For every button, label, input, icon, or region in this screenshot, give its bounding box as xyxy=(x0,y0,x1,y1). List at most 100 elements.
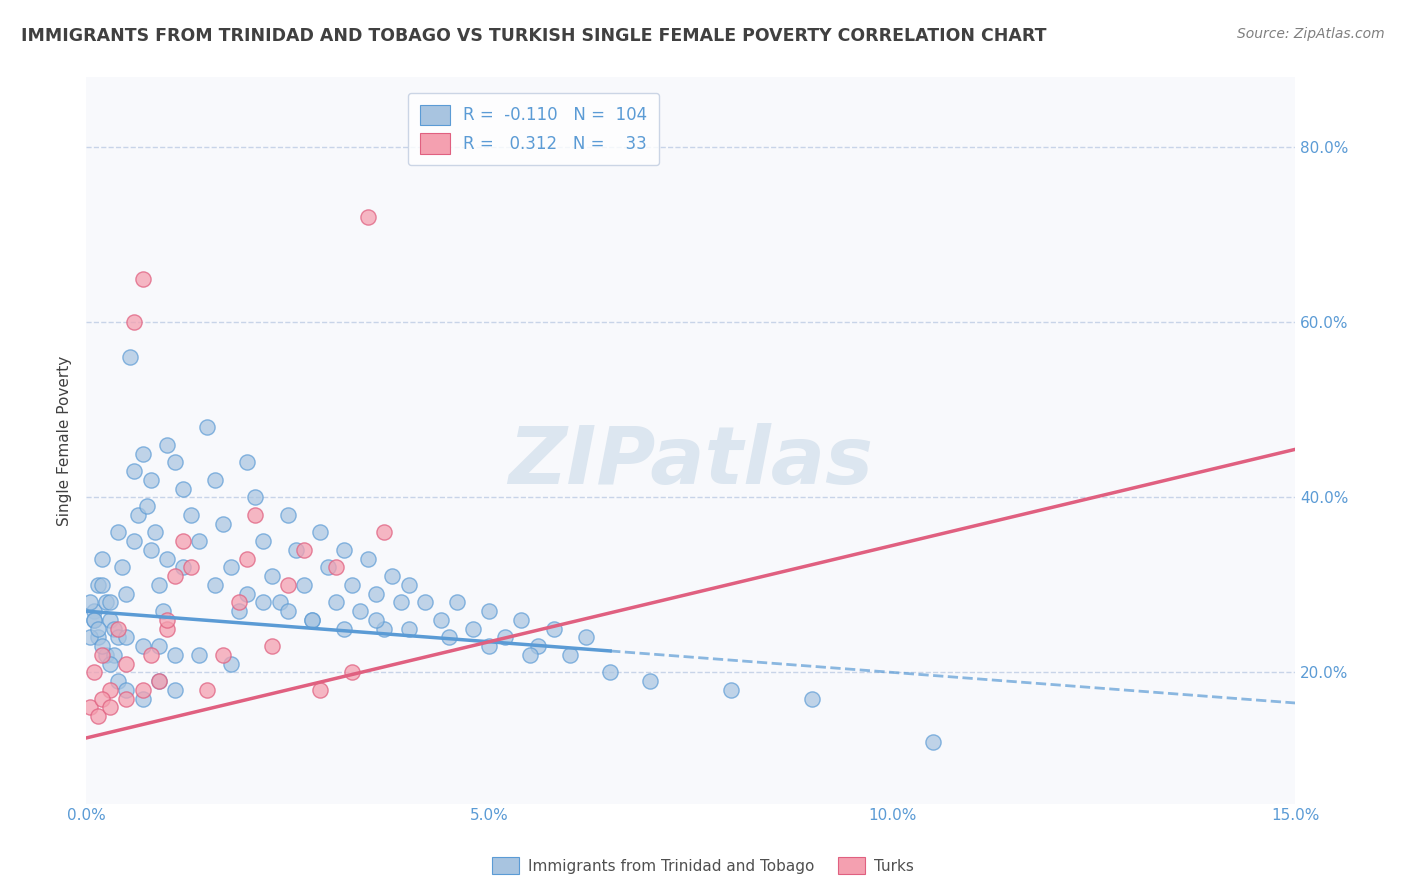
Point xyxy=(478,639,501,653)
Point xyxy=(204,473,226,487)
Point xyxy=(107,622,129,636)
Point xyxy=(124,534,146,549)
Point xyxy=(172,560,194,574)
Point xyxy=(98,613,121,627)
Point xyxy=(148,674,170,689)
Point xyxy=(219,560,242,574)
Point xyxy=(461,622,484,636)
Point xyxy=(180,560,202,574)
Point xyxy=(156,613,179,627)
Point xyxy=(96,595,118,609)
Point xyxy=(172,482,194,496)
Point xyxy=(127,508,149,522)
Point xyxy=(398,578,420,592)
Point xyxy=(87,709,110,723)
Point xyxy=(301,613,323,627)
Point xyxy=(252,595,274,609)
Point xyxy=(236,551,259,566)
Point xyxy=(558,648,581,662)
Point xyxy=(437,631,460,645)
Point xyxy=(292,542,315,557)
Point xyxy=(219,657,242,671)
Point xyxy=(79,700,101,714)
Point xyxy=(349,604,371,618)
Point xyxy=(98,657,121,671)
Point xyxy=(333,622,356,636)
Point xyxy=(91,648,114,662)
Point xyxy=(103,648,125,662)
Point xyxy=(156,438,179,452)
Point xyxy=(115,631,138,645)
Point xyxy=(91,691,114,706)
Point xyxy=(91,551,114,566)
Point xyxy=(87,578,110,592)
Point xyxy=(277,604,299,618)
Point xyxy=(187,534,209,549)
Point xyxy=(91,639,114,653)
Point xyxy=(96,648,118,662)
Point xyxy=(381,569,404,583)
Point xyxy=(98,700,121,714)
Point xyxy=(163,648,186,662)
Point xyxy=(124,464,146,478)
Point xyxy=(292,578,315,592)
Point xyxy=(340,665,363,680)
Point xyxy=(111,560,134,574)
Point xyxy=(124,315,146,329)
Point xyxy=(152,604,174,618)
Point xyxy=(333,542,356,557)
Point xyxy=(204,578,226,592)
Point xyxy=(398,622,420,636)
Point xyxy=(131,691,153,706)
Point xyxy=(148,578,170,592)
Point xyxy=(135,499,157,513)
Point xyxy=(430,613,453,627)
Point xyxy=(139,542,162,557)
Point xyxy=(599,665,621,680)
Point xyxy=(212,516,235,531)
Text: ZIPatlas: ZIPatlas xyxy=(508,424,873,501)
Point xyxy=(340,578,363,592)
Point xyxy=(640,674,662,689)
Point xyxy=(543,622,565,636)
Point xyxy=(131,447,153,461)
Point xyxy=(309,682,332,697)
Point xyxy=(284,542,307,557)
Point xyxy=(115,691,138,706)
Point xyxy=(413,595,436,609)
Point xyxy=(172,534,194,549)
Point xyxy=(107,631,129,645)
Point xyxy=(366,613,388,627)
Point xyxy=(156,551,179,566)
Point xyxy=(163,682,186,697)
Point xyxy=(98,595,121,609)
Point xyxy=(720,682,742,697)
Point xyxy=(131,639,153,653)
Y-axis label: Single Female Poverty: Single Female Poverty xyxy=(58,355,72,525)
Point xyxy=(156,622,179,636)
Point xyxy=(139,648,162,662)
Point xyxy=(921,735,943,749)
Point xyxy=(115,587,138,601)
Point xyxy=(139,473,162,487)
Point xyxy=(148,674,170,689)
Point xyxy=(187,648,209,662)
Point xyxy=(245,508,267,522)
Point xyxy=(373,622,395,636)
Point xyxy=(107,674,129,689)
Point xyxy=(115,657,138,671)
Point xyxy=(245,491,267,505)
Point xyxy=(131,682,153,697)
Point xyxy=(79,595,101,609)
Point xyxy=(87,631,110,645)
Point xyxy=(357,551,380,566)
Point xyxy=(163,569,186,583)
Point xyxy=(120,351,142,365)
Point xyxy=(83,613,105,627)
Point xyxy=(98,682,121,697)
Point xyxy=(373,525,395,540)
Point xyxy=(115,682,138,697)
Text: IMMIGRANTS FROM TRINIDAD AND TOBAGO VS TURKISH SINGLE FEMALE POVERTY CORRELATION: IMMIGRANTS FROM TRINIDAD AND TOBAGO VS T… xyxy=(21,27,1046,45)
Point xyxy=(277,508,299,522)
Point xyxy=(494,631,516,645)
